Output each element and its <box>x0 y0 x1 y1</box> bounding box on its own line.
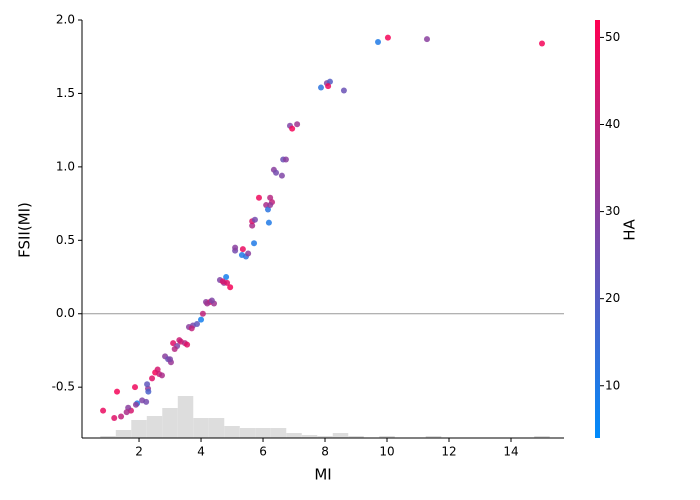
x-tick-label: 10 <box>379 445 394 459</box>
point <box>232 244 239 251</box>
histogram-bar <box>348 436 364 438</box>
point <box>208 297 215 304</box>
point <box>158 372 165 379</box>
y-tick-label: 0.0 <box>56 306 75 320</box>
histogram-bar <box>146 416 163 438</box>
x-tick-label: 8 <box>321 445 329 459</box>
point <box>145 388 152 395</box>
point <box>154 366 161 373</box>
point <box>317 84 324 91</box>
point <box>384 34 391 41</box>
histogram-bar <box>193 418 209 438</box>
histogram-bar <box>286 433 302 438</box>
point <box>143 398 150 405</box>
point <box>273 169 280 176</box>
y-tick-label: -0.5 <box>52 380 75 394</box>
point <box>325 83 332 90</box>
histogram-bar <box>317 436 333 438</box>
point <box>538 40 545 47</box>
point <box>204 300 211 307</box>
point <box>111 415 118 422</box>
point <box>132 384 139 391</box>
point <box>188 325 195 332</box>
y-tick-label: 1.0 <box>56 159 75 173</box>
point <box>265 219 272 226</box>
point <box>144 381 151 388</box>
x-tick-label: 4 <box>197 445 205 459</box>
point <box>375 39 382 46</box>
point <box>100 407 107 414</box>
point <box>255 194 262 201</box>
point <box>251 216 258 223</box>
histogram-bar <box>301 435 318 438</box>
histogram-bar <box>162 408 178 438</box>
point <box>289 125 296 132</box>
y-axis-label: FSII(MI) <box>16 202 34 258</box>
point <box>184 341 191 348</box>
point <box>167 356 174 363</box>
point <box>198 316 205 323</box>
histogram-bar <box>177 396 194 438</box>
point <box>294 121 301 128</box>
histogram-bar <box>379 436 395 438</box>
point <box>249 222 256 229</box>
histogram-bar <box>534 436 550 438</box>
point <box>118 413 125 420</box>
colorbar-label: HA <box>621 218 639 240</box>
colorbar <box>595 20 600 438</box>
point <box>340 87 347 94</box>
point <box>223 274 230 281</box>
colorbar-tick-label: 40 <box>605 117 620 131</box>
histogram-bar <box>131 420 147 438</box>
point <box>176 337 183 344</box>
colorbar-tick-label: 10 <box>605 378 620 392</box>
point <box>219 278 226 285</box>
histogram-bar <box>332 433 349 438</box>
point <box>245 250 252 257</box>
x-tick-label: 14 <box>503 445 518 459</box>
point <box>123 409 130 416</box>
point <box>132 401 139 408</box>
point <box>267 202 274 209</box>
y-tick-label: 1.5 <box>56 86 75 100</box>
point <box>227 284 234 291</box>
point <box>239 246 246 253</box>
histogram-bar <box>270 428 287 438</box>
point <box>149 375 156 382</box>
point <box>423 36 430 43</box>
histogram-bar <box>208 418 225 438</box>
y-tick-label: 0.5 <box>56 233 75 247</box>
x-tick-label: 2 <box>135 445 143 459</box>
point <box>171 345 178 352</box>
x-tick-label: 6 <box>259 445 267 459</box>
histogram-bar <box>100 436 116 438</box>
y-tick-label: 2.0 <box>56 13 75 27</box>
point <box>278 172 285 179</box>
histogram-bar <box>224 426 240 438</box>
point <box>199 310 206 317</box>
histogram-bar <box>425 436 442 438</box>
point <box>114 388 121 395</box>
point <box>193 321 200 328</box>
point <box>251 240 258 247</box>
x-tick-label: 12 <box>441 445 456 459</box>
histogram-bar <box>115 430 132 438</box>
x-axis-label: MI <box>314 466 331 484</box>
colorbar-tick-label: 30 <box>605 204 620 218</box>
colorbar-tick-label: 20 <box>605 291 620 305</box>
histogram-bar <box>255 428 271 438</box>
colorbar-tick-label: 50 <box>605 30 620 44</box>
histogram-bar <box>239 428 256 438</box>
point <box>282 156 289 163</box>
